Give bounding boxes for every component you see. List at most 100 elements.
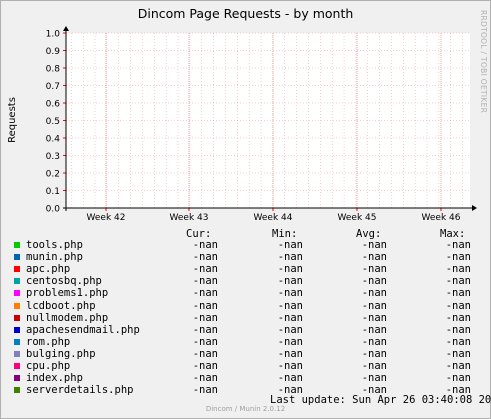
y-tick-label: 0.1 xyxy=(46,187,60,197)
x-tick-label: Week 42 xyxy=(87,213,126,223)
legend-value-cur: -nan xyxy=(192,360,218,372)
legend-row: nullmodem.php -nan -nan -nan -nan xyxy=(0,312,491,324)
x-tick-label: Week 43 xyxy=(170,213,209,223)
legend-series-name: index.php xyxy=(26,372,83,385)
legend-row: index.php -nan -nan -nan -nan xyxy=(0,372,491,384)
legend-value-min: -nan xyxy=(277,360,303,372)
y-tick-label: 1.0 xyxy=(46,30,61,40)
legend-value-cur: -nan xyxy=(192,239,218,251)
legend-value-cur: -nan xyxy=(192,311,218,324)
legend-series-name: problems1.php xyxy=(26,287,109,300)
legend-value-avg: -nan xyxy=(361,384,387,397)
legend-swatch xyxy=(14,326,20,333)
legend-value-max: -nan xyxy=(445,311,471,324)
legend-value-cur: -nan xyxy=(192,275,218,288)
legend-value-avg: -nan xyxy=(361,335,387,348)
legend-value-avg: -nan xyxy=(361,263,387,276)
y-tick-label: 0.5 xyxy=(46,117,60,127)
legend-swatch xyxy=(14,278,20,285)
legend-row: serverdetails.php -nan -nan -nan -nan xyxy=(0,384,491,396)
legend-swatch xyxy=(14,302,20,309)
legend-row: cpu.php -nan -nan -nan -nan xyxy=(0,360,491,372)
legend-value-cur: -nan xyxy=(192,384,218,397)
x-axis-arrow xyxy=(472,205,477,211)
legend-header-min: Min: xyxy=(272,228,298,240)
legend-swatch xyxy=(14,363,20,369)
y-tick-label: 0.0 xyxy=(46,205,61,215)
legend-header-cur: Cur: xyxy=(186,228,212,240)
y-tick-label: 0.3 xyxy=(46,152,60,162)
legend-value-max: -nan xyxy=(445,347,471,360)
legend-value-min: -nan xyxy=(277,323,303,336)
chart-title: Dincom Page Requests - by month xyxy=(137,6,354,21)
legend-value-cur: -nan xyxy=(192,287,218,300)
legend-row: lcdboot.php -nan -nan -nan -nan xyxy=(0,300,491,312)
legend-value-max: -nan xyxy=(445,299,471,312)
y-tick-label: 0.9 xyxy=(46,47,61,57)
legend-series-name: tools.php xyxy=(26,239,83,251)
legend-header-avg: Avg: xyxy=(356,228,382,240)
legend-value-min: -nan xyxy=(277,263,303,276)
legend-series-name: apachesendmail.php xyxy=(26,323,140,336)
legend-swatch xyxy=(14,290,20,297)
legend-row: problems1.php -nan -nan -nan -nan xyxy=(0,287,491,299)
legend-value-min: -nan xyxy=(277,275,303,288)
legend-row: apachesendmail.php -nan -nan -nan -nan xyxy=(0,324,491,336)
legend-value-max: -nan xyxy=(445,263,471,276)
legend-value-min: -nan xyxy=(277,335,303,348)
legend-swatch xyxy=(14,350,20,357)
legend-swatch xyxy=(14,254,20,261)
legend-value-avg: -nan xyxy=(361,251,387,264)
legend-series-name: rom.php xyxy=(26,335,71,348)
legend-series-name: centosbq.php xyxy=(26,275,102,288)
legend-swatch xyxy=(14,338,20,345)
legend-series-name: nullmodem.php xyxy=(26,311,109,324)
legend-value-max: -nan xyxy=(445,323,471,336)
x-tick-label: Week 44 xyxy=(254,213,293,223)
x-tick-label: Week 46 xyxy=(422,213,461,223)
legend-value-min: -nan xyxy=(277,372,303,385)
legend-value-avg: -nan xyxy=(361,360,387,372)
legend-series-name: cpu.php xyxy=(26,360,71,372)
legend-series-name: munin.php xyxy=(26,251,83,264)
legend-value-avg: -nan xyxy=(361,347,387,360)
legend-row: munin.php -nan -nan -nan -nan xyxy=(0,251,491,263)
legend-value-cur: -nan xyxy=(192,335,218,348)
legend-value-avg: -nan xyxy=(361,239,387,251)
footer-credit: Dincom / Munin 2.0.12 xyxy=(205,405,286,413)
legend-series-name: serverdetails.php xyxy=(26,384,134,397)
rrdtool-watermark: RRDTOOL / TOBI OETIKER xyxy=(479,10,488,114)
legend-value-max: -nan xyxy=(445,360,471,372)
legend-value-min: -nan xyxy=(277,287,303,300)
y-tick-label: 0.7 xyxy=(46,82,60,92)
y-axis-title: Requests xyxy=(7,97,18,143)
legend-value-min: -nan xyxy=(277,347,303,360)
legend-value-cur: -nan xyxy=(192,251,218,264)
legend-row: apc.php -nan -nan -nan -nan xyxy=(0,263,491,275)
legend-value-max: -nan xyxy=(445,251,471,264)
legend-series-name: apc.php xyxy=(26,263,71,276)
y-axis-arrow xyxy=(63,26,69,31)
legend-value-avg: -nan xyxy=(361,287,387,300)
legend-row: rom.php -nan -nan -nan -nan xyxy=(0,336,491,348)
legend-value-avg: -nan xyxy=(361,299,387,312)
legend-value-min: -nan xyxy=(277,251,303,264)
legend-value-cur: -nan xyxy=(192,323,218,336)
legend-row: centosbq.php -nan -nan -nan -nan xyxy=(0,275,491,287)
legend-value-avg: -nan xyxy=(361,275,387,288)
legend-value-min: -nan xyxy=(277,239,303,251)
legend-value-avg: -nan xyxy=(361,311,387,324)
legend-value-min: -nan xyxy=(277,384,303,397)
legend-value-max: -nan xyxy=(445,372,471,385)
y-tick-label: 0.6 xyxy=(46,100,61,110)
legend-row: bulging.php -nan -nan -nan -nan xyxy=(0,348,491,360)
legend-series-name: bulging.php xyxy=(26,347,96,360)
legend-swatch xyxy=(14,314,20,321)
legend-swatch xyxy=(14,242,20,248)
legend-swatch xyxy=(14,266,20,273)
legend-value-max: -nan xyxy=(445,287,471,300)
legend-row: tools.php -nan -nan -nan -nan xyxy=(0,239,491,251)
legend-value-cur: -nan xyxy=(192,372,218,385)
